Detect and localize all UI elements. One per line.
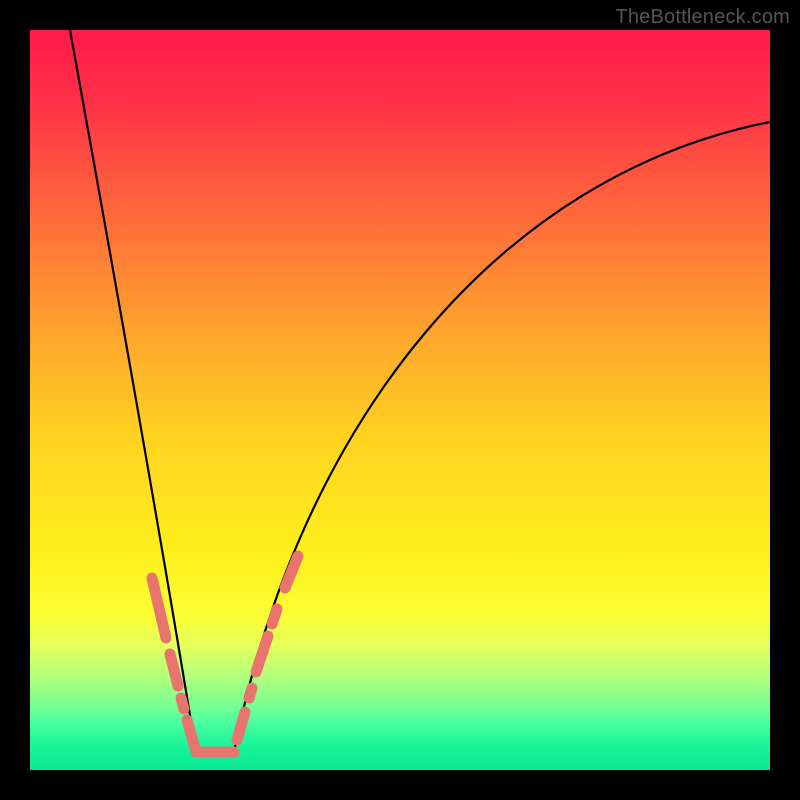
plot-area [30,30,770,770]
watermark-text: TheBottleneck.com [615,6,790,29]
bottleneck-chart [0,0,800,800]
chart-frame: TheBottleneck.com [0,0,800,800]
